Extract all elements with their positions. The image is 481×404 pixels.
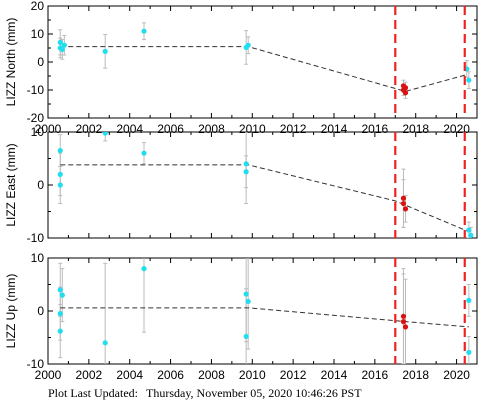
y-tick-label: -10 xyxy=(27,83,45,97)
data-point xyxy=(468,232,474,238)
data-point xyxy=(141,28,147,34)
data-point xyxy=(57,182,63,188)
y-tick-label: 0 xyxy=(37,304,44,318)
data-point xyxy=(57,311,63,317)
x-tick-label: 2008 xyxy=(198,368,225,382)
data-point xyxy=(61,42,67,48)
data-point xyxy=(245,298,251,305)
data-point-recent xyxy=(402,90,409,96)
y-tick-label: 10 xyxy=(31,27,45,41)
x-tick-label: 2018 xyxy=(402,368,429,382)
data-point xyxy=(466,77,472,83)
footer: Plot Last Updated: Thursday, November 05… xyxy=(0,384,481,404)
y-axis-label: LIZZ Up (mm) xyxy=(4,274,18,349)
data-point xyxy=(57,45,63,51)
plot-frame xyxy=(47,257,478,365)
x-tick-label: 2004 xyxy=(116,368,143,382)
panel-1: 2000 2002 2004 2006 2008 2010 2012 2014 2016 2018… xyxy=(4,0,478,136)
x-tick-label: 2012 xyxy=(280,368,307,382)
data-point-recent xyxy=(400,319,407,325)
y-tick-label: 10 xyxy=(31,125,45,139)
data-point xyxy=(57,171,63,177)
panel-3: 2000 2002 2004 2006 2008 2010 2012 2014 2016 2018… xyxy=(4,251,478,382)
y-axis-label: LIZZ North (mm) xyxy=(4,18,18,107)
y-tick-label: 0 xyxy=(37,178,44,192)
plot-frame xyxy=(47,131,478,239)
data-point xyxy=(102,132,108,136)
y-tick-label: 20 xyxy=(31,0,45,13)
data-point xyxy=(466,227,472,233)
footer-timestamp: Thursday, November 05, 2020 10:46:26 PST xyxy=(146,386,362,400)
data-point xyxy=(466,297,472,303)
x-tick-label: 2020 xyxy=(443,368,470,382)
data-point-recent xyxy=(400,195,407,201)
data-point xyxy=(141,150,147,156)
data-point xyxy=(243,169,249,175)
y-tick-label: 10 xyxy=(31,251,45,265)
plot-marks xyxy=(57,258,472,364)
x-tick-label: 2014 xyxy=(321,368,348,382)
data-point xyxy=(466,349,472,355)
data-point xyxy=(102,340,108,346)
data-point-recent xyxy=(400,200,407,207)
y-tick-label: -10 xyxy=(27,231,45,245)
y-tick-label: 0 xyxy=(37,55,44,69)
x-tick-label: 2006 xyxy=(157,368,184,382)
data-point xyxy=(57,39,63,46)
x-tick-label: 2002 xyxy=(76,368,103,382)
x-tick-label: 2016 xyxy=(362,368,389,382)
fit-line xyxy=(60,307,469,328)
data-point xyxy=(57,287,63,293)
footer-label: Plot Last Updated: xyxy=(48,386,138,400)
x-tick-label: 2010 xyxy=(239,368,266,382)
x-tick-label: 2000 xyxy=(35,368,62,382)
data-point xyxy=(243,161,249,167)
fit-line xyxy=(60,164,470,233)
plot-frame xyxy=(47,5,478,119)
data-point xyxy=(102,48,108,54)
y-axis-label: LIZZ East (mm) xyxy=(4,143,18,226)
data-point-recent xyxy=(402,206,409,212)
data-point xyxy=(141,266,147,272)
panel-2: -10 0 10 LIZZ East (mm) xyxy=(4,125,478,245)
y-tick-label: -10 xyxy=(27,357,45,371)
data-point-recent xyxy=(400,313,407,319)
data-point xyxy=(57,328,63,334)
data-point xyxy=(245,42,251,48)
data-point xyxy=(243,333,249,340)
plot-marks xyxy=(57,22,472,99)
plot-marks xyxy=(57,132,474,238)
data-point xyxy=(59,292,65,298)
data-point-recent xyxy=(402,85,409,91)
chart-area: 2000 2002 2004 2006 2008 2010 2012 2014 2016 2018… xyxy=(4,0,478,382)
data-point xyxy=(243,291,249,297)
y-tick-label: -20 xyxy=(27,111,45,125)
data-point-recent xyxy=(402,324,409,330)
data-point xyxy=(57,147,63,154)
